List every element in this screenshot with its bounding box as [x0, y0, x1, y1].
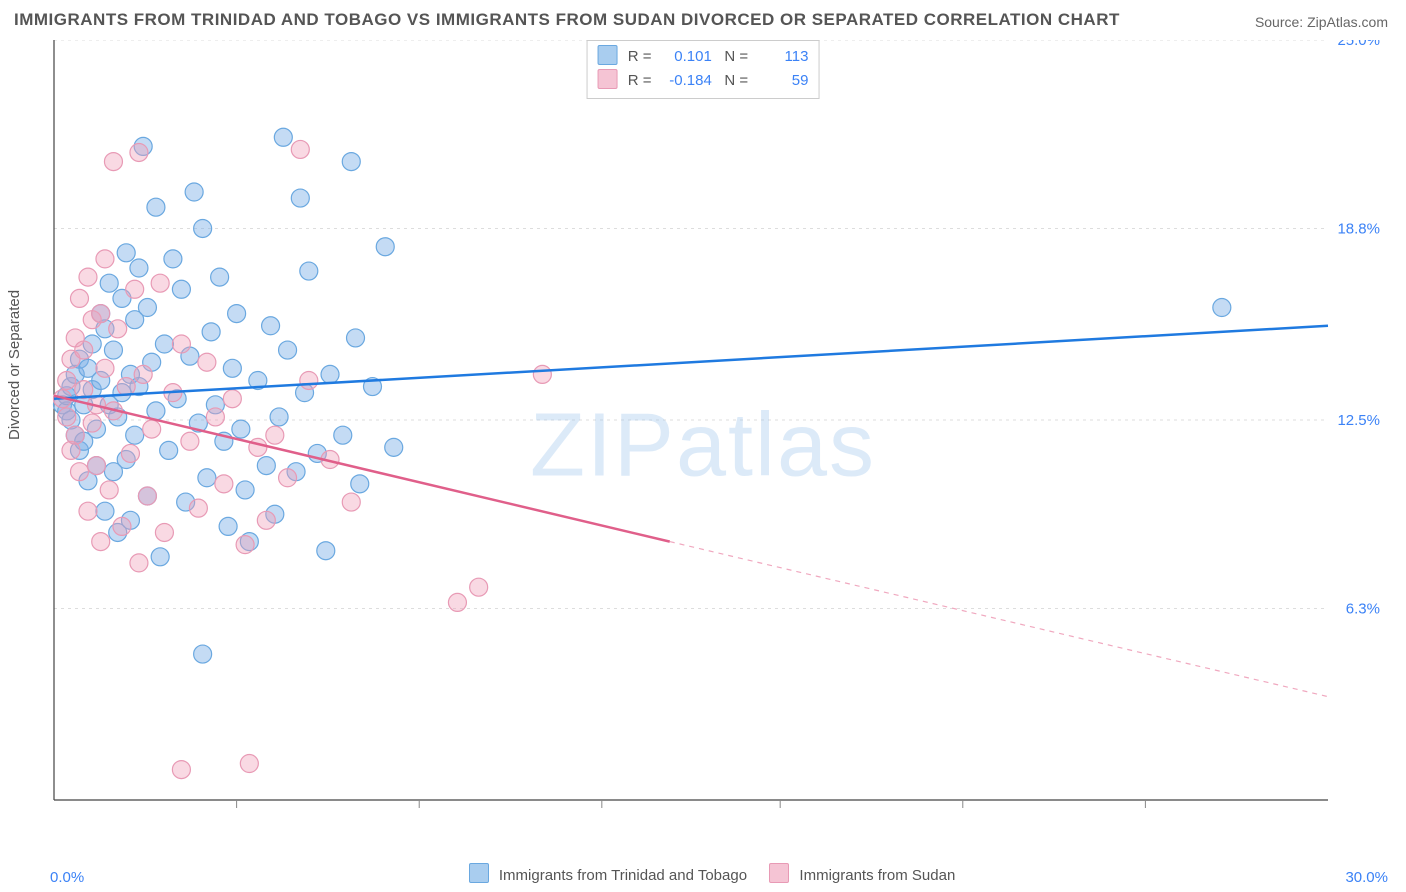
- svg-text:6.3%: 6.3%: [1346, 600, 1380, 617]
- scatter-plot: 25.0% 18.8% 12.5% 6.3%: [48, 40, 1388, 840]
- svg-text:12.5%: 12.5%: [1337, 412, 1380, 429]
- svg-text:25.0%: 25.0%: [1337, 40, 1380, 49]
- chart-title: IMMIGRANTS FROM TRINIDAD AND TOBAGO VS I…: [14, 10, 1120, 30]
- legend-swatch-series1: [598, 45, 618, 65]
- series1-name: Immigrants from Trinidad and Tobago: [499, 867, 747, 884]
- svg-text:18.8%: 18.8%: [1337, 220, 1380, 237]
- n-label: N =: [724, 72, 748, 89]
- r-value-series1: 0.101: [660, 46, 712, 69]
- y-axis-label: Divorced or Separated: [6, 290, 23, 440]
- n-value-series2: 59: [756, 70, 808, 93]
- legend-swatch-series2: [769, 863, 789, 883]
- series2-name: Immigrants from Sudan: [799, 867, 955, 884]
- n-label: N =: [724, 48, 748, 65]
- series-legend: Immigrants from Trinidad and Tobago Immi…: [0, 863, 1406, 884]
- legend-swatch-series2: [598, 69, 618, 89]
- correlation-legend: R = 0.101 N = 113 R = -0.184 N = 59: [587, 40, 820, 99]
- r-label: R =: [628, 72, 652, 89]
- legend-swatch-series1: [469, 863, 489, 883]
- r-label: R =: [628, 48, 652, 65]
- source-label: Source: ZipAtlas.com: [1255, 14, 1388, 30]
- legend-row-series2: R = -0.184 N = 59: [598, 69, 809, 93]
- legend-row-series1: R = 0.101 N = 113: [598, 45, 809, 69]
- n-value-series1: 113: [756, 46, 808, 69]
- r-value-series2: -0.184: [660, 70, 712, 93]
